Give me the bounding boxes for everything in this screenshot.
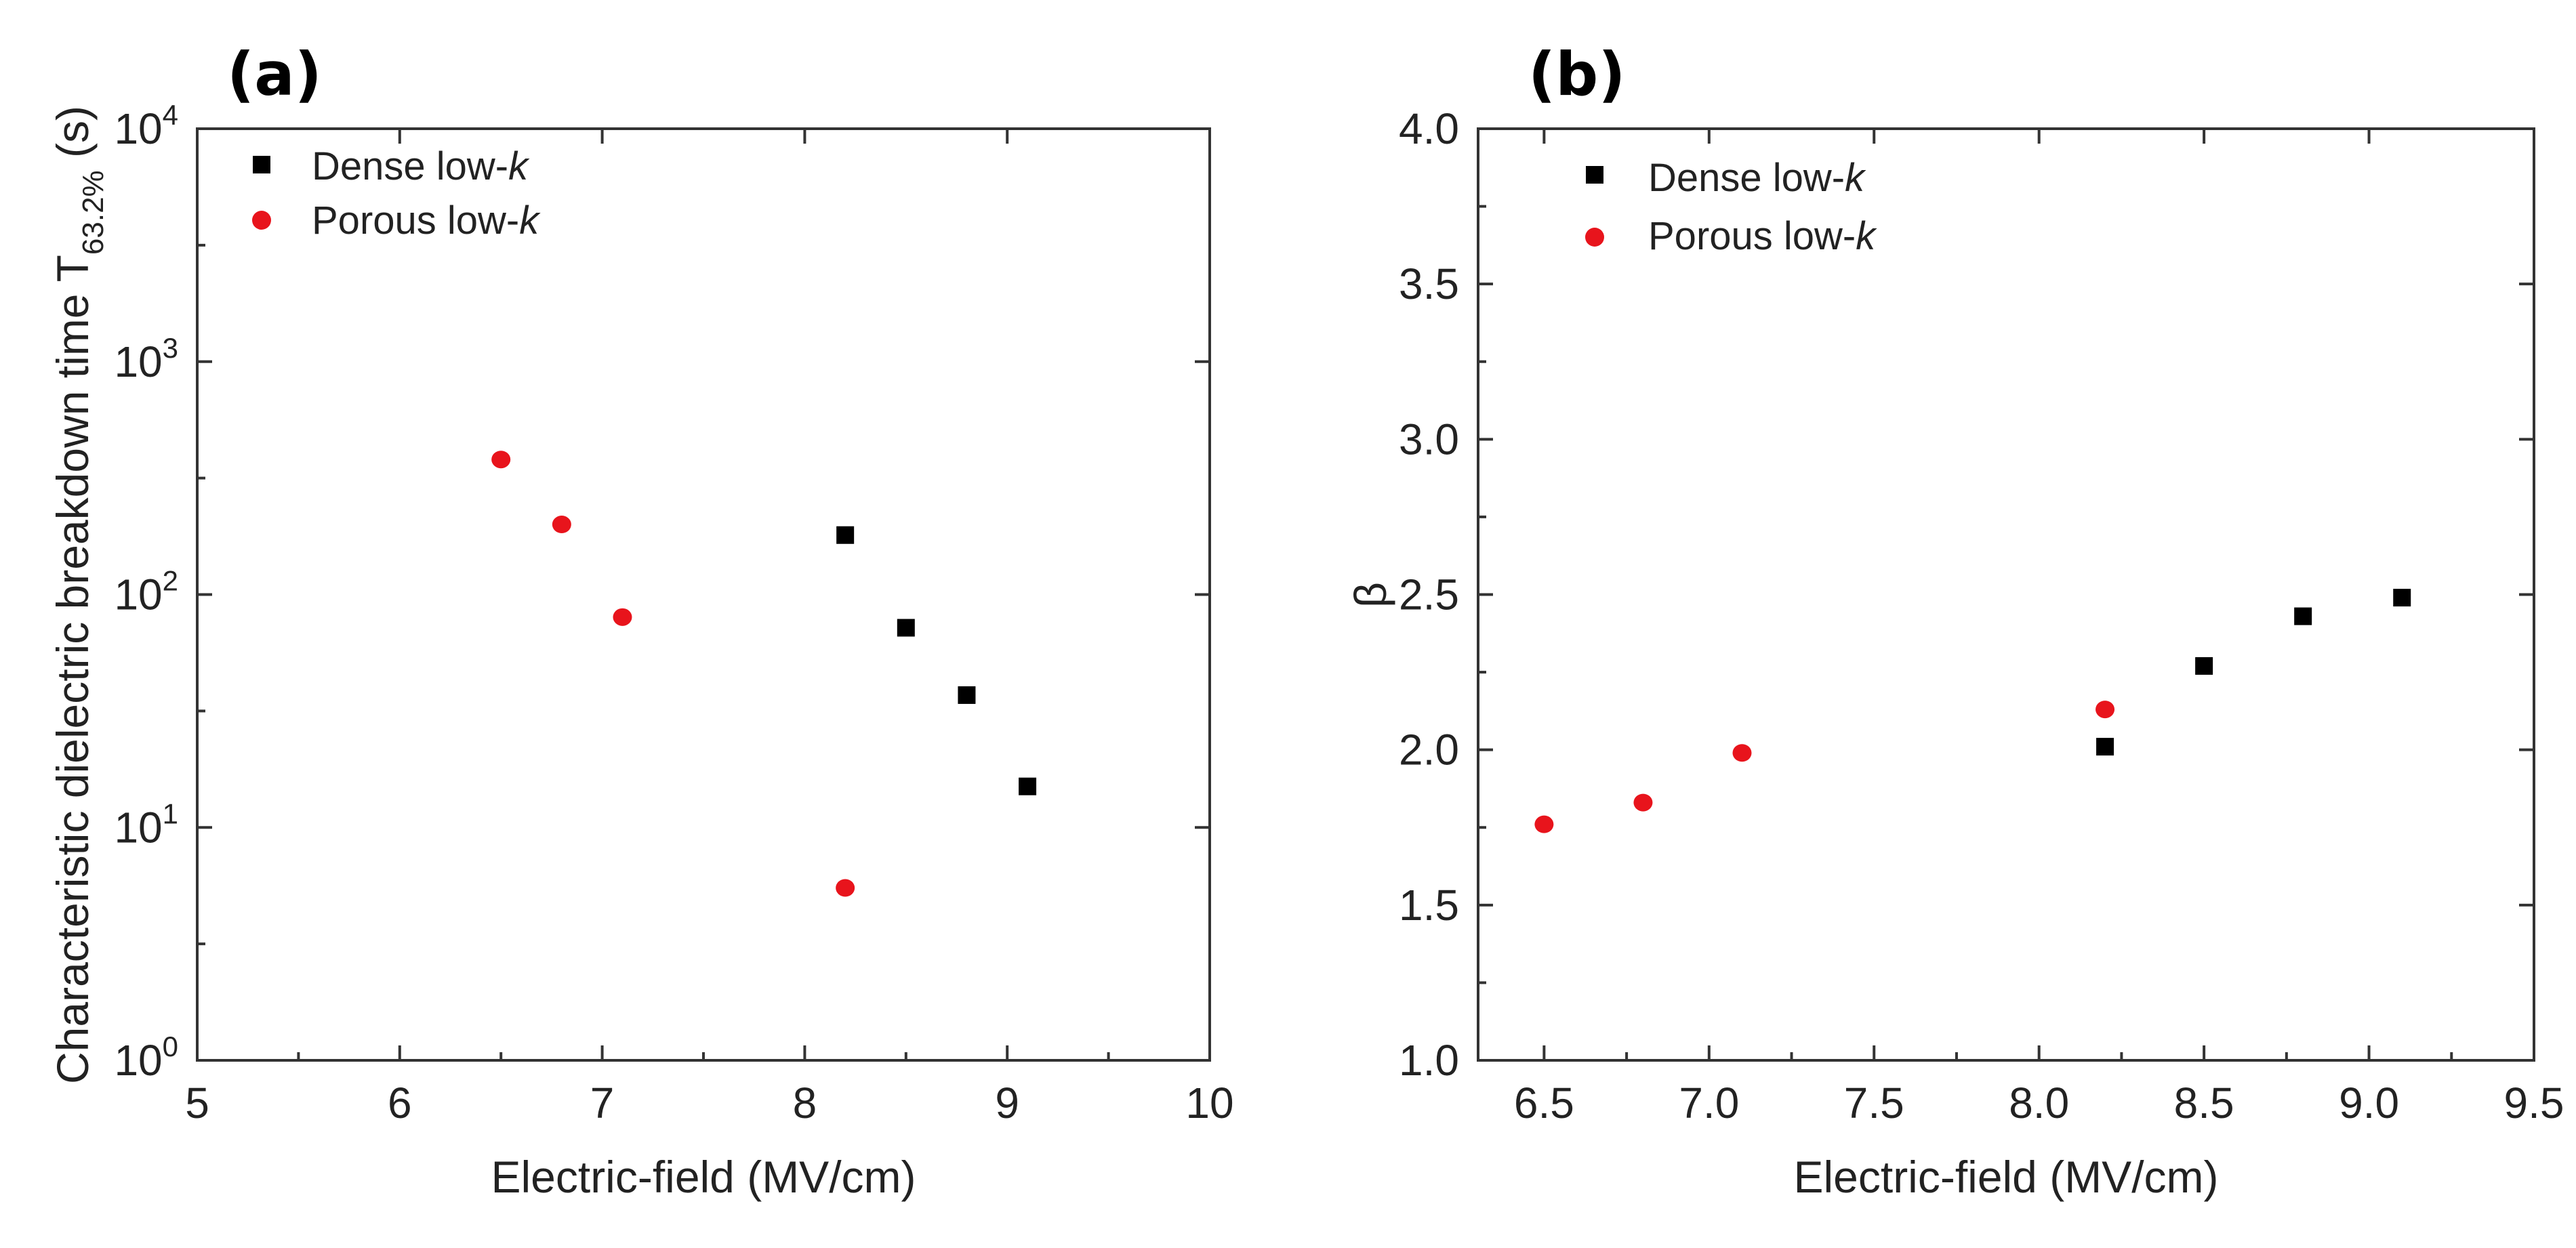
data-point-porous-low-k <box>552 516 571 534</box>
panel-b-ytick-label: 1.0 <box>1399 1036 1459 1085</box>
panel-a-ytick-label: 100 <box>114 1031 178 1085</box>
data-point-porous-low-k <box>1732 744 1752 762</box>
panel-b-legend: Dense low-k Porous low-k <box>1585 156 1877 258</box>
panel-b-x-axis-label: Electric-field (MV/cm) <box>1793 1152 2218 1202</box>
panel-b-label: (b) <box>1528 39 1625 109</box>
panel-b-legend-dense-label: Dense low-k <box>1648 156 1866 200</box>
panel-a-ytick-label: 101 <box>114 797 178 852</box>
data-point-porous-low-k <box>491 451 511 469</box>
panel-b-legend-square-marker <box>1586 166 1603 184</box>
panel-b-xtick-label: 7.0 <box>1679 1079 1739 1127</box>
data-point-dense-low-k <box>2195 657 2213 675</box>
data-point-dense-low-k <box>2294 607 2312 625</box>
panel-b-ytick-label: 2.5 <box>1399 570 1459 619</box>
panel-a-x-axis-label: Electric-field (MV/cm) <box>491 1152 916 1202</box>
panel-b-xtick-label: 9.5 <box>2504 1079 2564 1127</box>
panel-a-ytick-label: 104 <box>114 99 178 153</box>
panel-a-ytick-label: 103 <box>114 332 178 386</box>
panel-a-xtick-label: 5 <box>185 1079 209 1127</box>
data-point-dense-low-k <box>958 686 976 704</box>
panel-b-ytick-label: 3.5 <box>1399 259 1459 308</box>
panel-a-xtick-label: 9 <box>995 1079 1019 1127</box>
data-point-porous-low-k <box>2095 701 2115 719</box>
data-point-porous-low-k <box>613 608 632 626</box>
panel-b-xtick-label: 7.5 <box>1844 1079 1904 1127</box>
panel-a-xtick-label: 8 <box>793 1079 817 1127</box>
panel-b-y-axis-label: β <box>1345 582 1395 608</box>
data-point-porous-low-k <box>1633 793 1653 812</box>
data-point-dense-low-k <box>2393 589 2411 607</box>
panel-a-y-axis-label: Characteristic dielectric breakdown time… <box>47 106 110 1084</box>
data-point-dense-low-k <box>836 526 855 544</box>
panel-a-data-points <box>491 451 1037 897</box>
panel-b-legend-circle-marker <box>1585 228 1604 247</box>
panel-a-label: (a) <box>227 39 322 109</box>
panel-a-legend-circle-marker <box>252 211 271 230</box>
panel-a-legend-square-marker <box>253 156 270 173</box>
panel-b-legend-porous-label: Porous low-k <box>1648 214 1877 258</box>
panel-a-xtick-label: 6 <box>388 1079 412 1127</box>
panel-a: (a) 100 101 102 103 104 5 6 7 8 9 10 Ele… <box>47 39 1234 1202</box>
panel-a-legend: Dense low-k Porous low-k <box>252 144 541 243</box>
panel-b-ytick-label: 4.0 <box>1399 104 1459 153</box>
panel-a-legend-porous-label: Porous low-k <box>312 199 541 243</box>
panel-b-xtick-label: 8.5 <box>2174 1079 2234 1127</box>
data-point-dense-low-k <box>2096 738 2114 756</box>
panel-a-ticks <box>196 127 1211 1062</box>
panel-b-xtick-label: 6.5 <box>1514 1079 1574 1127</box>
panel-b-xtick-label: 8.0 <box>2009 1079 2069 1127</box>
data-point-porous-low-k <box>836 879 855 897</box>
panel-a-plot-frame <box>196 127 1211 1062</box>
panel-a-xtick-label: 7 <box>590 1079 615 1127</box>
panel-b-ytick-label: 2.0 <box>1399 726 1459 774</box>
panel-b-ytick-label: 1.5 <box>1399 881 1459 930</box>
panel-a-xtick-label: 10 <box>1185 1079 1233 1127</box>
data-point-porous-low-k <box>1534 815 1554 833</box>
panel-b-ticks <box>1478 127 2535 1062</box>
panel-b: (b) 1.0 1.5 2.0 2.5 3.0 3.5 4.0 6.5 7.0 … <box>1345 39 2564 1202</box>
panel-b-plot-frame <box>1477 127 2535 1062</box>
data-point-dense-low-k <box>1019 777 1037 795</box>
panel-b-ytick-label: 3.0 <box>1399 415 1459 463</box>
data-point-dense-low-k <box>897 619 915 637</box>
panel-b-data-points <box>1534 589 2411 833</box>
panel-a-ytick-label: 102 <box>114 565 178 619</box>
panel-b-xtick-label: 9.0 <box>2339 1079 2399 1127</box>
panel-a-legend-dense-label: Dense low-k <box>312 144 530 188</box>
